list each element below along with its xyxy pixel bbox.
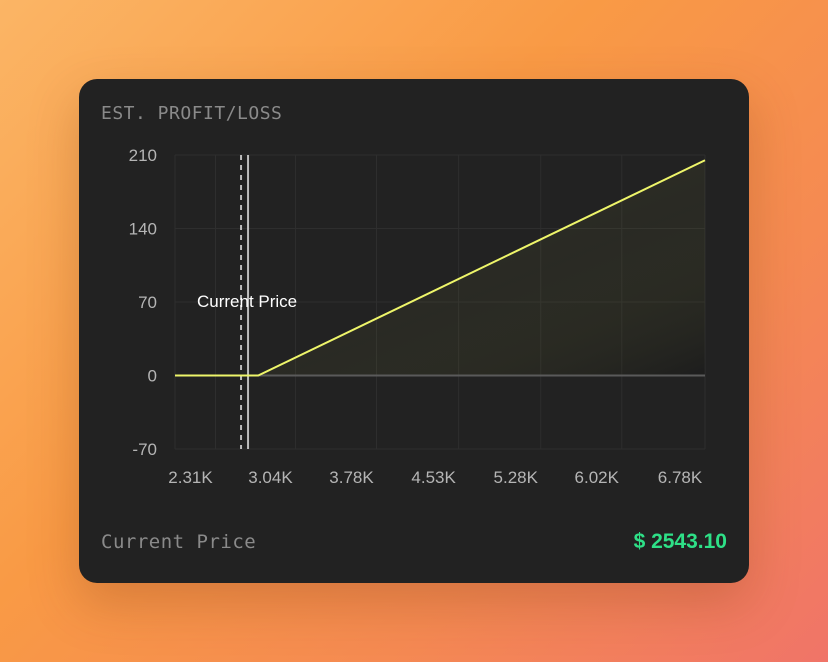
x-tick-label: 3.78K: [329, 468, 374, 487]
y-tick-label: 210: [129, 146, 157, 165]
profit-area: [175, 160, 705, 376]
current-price-annotation: Current Price: [197, 292, 297, 311]
y-tick-label: 0: [148, 367, 157, 386]
y-tick-label: 140: [129, 220, 157, 239]
x-tick-label: 4.53K: [411, 468, 456, 487]
profit-loss-chart: 210 140 70 0 -70 2.31K 3.04K 3.78K 4.53K 5.28K 6.…: [129, 146, 706, 487]
x-tick-label: 2.31K: [168, 468, 213, 487]
y-tick-label: -70: [132, 440, 157, 459]
pnl-line: [175, 159, 706, 377]
card-title: EST. PROFIT/LOSS: [101, 103, 283, 124]
current-price-value: $ 2543.10: [633, 530, 727, 553]
x-tick-label: 6.78K: [658, 468, 703, 487]
x-tick-label: 3.04K: [248, 468, 293, 487]
y-tick-label: 70: [138, 293, 157, 312]
current-price-label: Current Price: [101, 531, 257, 553]
x-tick-label: 6.02K: [575, 468, 620, 487]
x-tick-label: 5.28K: [494, 468, 539, 487]
profit-loss-card: EST. PROFIT/LOSS 210 140 70 0 -70 2.31K 3.04K…: [79, 79, 749, 583]
